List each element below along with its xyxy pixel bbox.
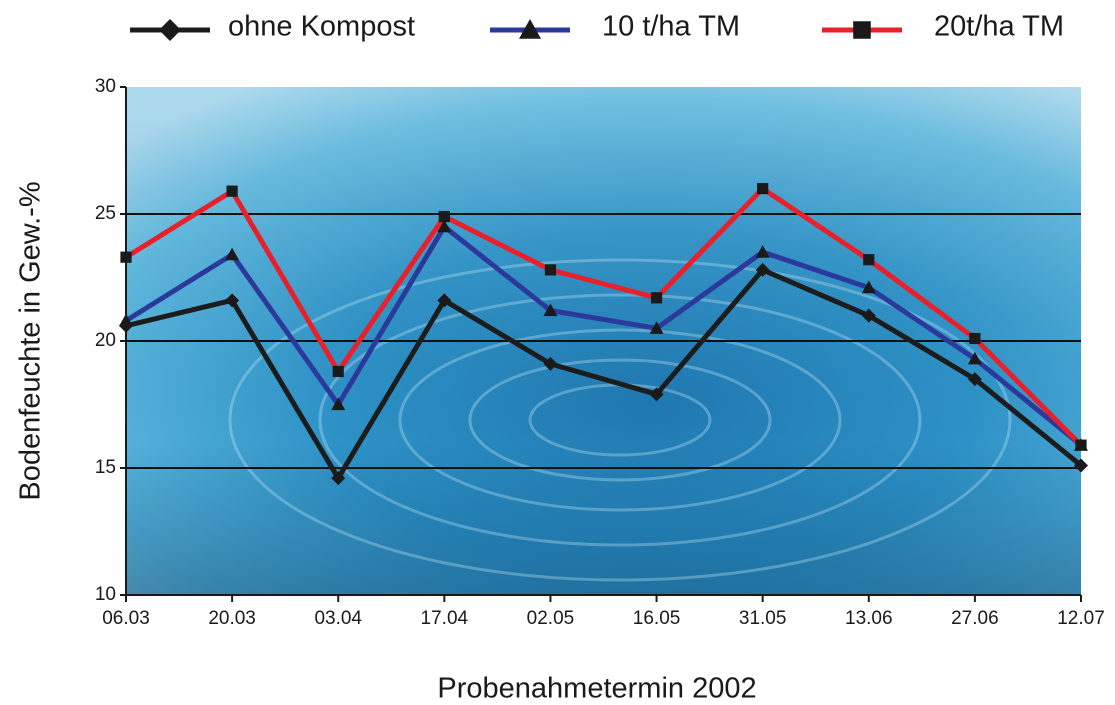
x-tick-label: 12.07 [1057, 608, 1105, 629]
point [969, 333, 980, 344]
y-tick-label: 20 [95, 330, 116, 351]
point [439, 211, 450, 222]
y-tick-label: 25 [95, 203, 116, 224]
y-axis-title: Bodenfeuchte in Gew.-% [15, 181, 47, 500]
point [1075, 440, 1086, 451]
point [227, 186, 238, 197]
point [863, 254, 874, 265]
x-tick-label: 16.05 [633, 608, 681, 629]
y-tick-label: 30 [95, 76, 116, 97]
x-tick-label: 20.03 [208, 608, 256, 629]
point [651, 292, 662, 303]
x-tick-label: 03.04 [314, 608, 362, 629]
point [757, 183, 768, 194]
point [333, 366, 344, 377]
point [120, 252, 131, 263]
x-tick-label: 27.06 [951, 608, 999, 629]
point [545, 264, 556, 275]
x-tick-label: 13.06 [845, 608, 893, 629]
legend-marker [159, 19, 181, 41]
legend-label: 20t/ha TM [934, 11, 1064, 43]
y-tick-label: 10 [95, 584, 116, 605]
x-tick-label: 06.03 [102, 608, 150, 629]
legend-marker [853, 21, 871, 39]
legend-label: 10 t/ha TM [602, 11, 740, 43]
x-tick-label: 31.05 [739, 608, 787, 629]
x-tick-label: 02.05 [527, 608, 575, 629]
y-tick-label: 15 [95, 457, 116, 478]
x-tick-label: 17.04 [421, 608, 469, 629]
legend-label: ohne Kompost [228, 11, 415, 43]
chart: Probenahmetermin 2002 Bodenfeuchte in Ge… [0, 0, 1115, 705]
x-axis-title: Probenahmetermin 2002 [437, 673, 756, 705]
